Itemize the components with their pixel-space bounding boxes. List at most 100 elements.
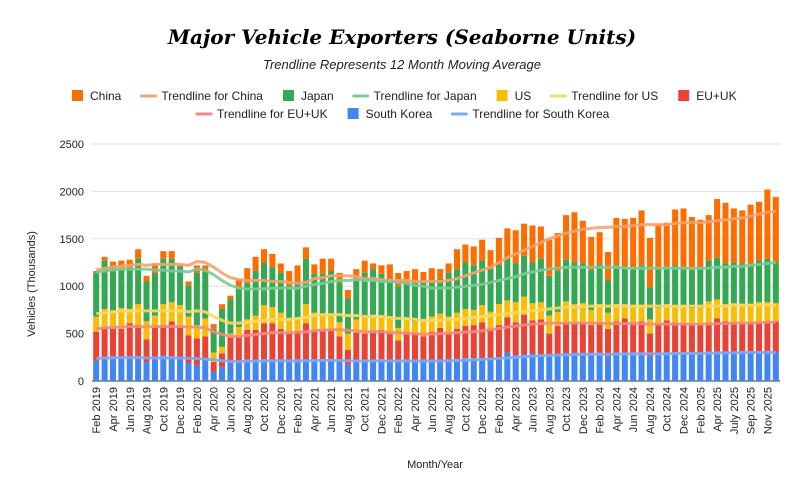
y-tick-label: 2500 (60, 139, 84, 151)
bar-us (563, 301, 570, 323)
bar-south-korea (235, 362, 242, 381)
bar-south-korea (747, 352, 754, 381)
bar-south-korea (160, 355, 167, 381)
bar-china (302, 247, 309, 259)
x-tick-label: Feb 2019 (91, 387, 103, 433)
bar-eu-uk (344, 349, 351, 365)
trendline-for-eu-uk-line (96, 320, 776, 338)
bar-south-korea (470, 358, 477, 381)
bar-japan (571, 262, 578, 305)
bar-china (353, 269, 360, 279)
bar-china (613, 217, 620, 266)
bar-south-korea (495, 359, 502, 381)
bar-eu-uk (252, 329, 259, 361)
bar-eu-uk (747, 322, 754, 353)
bar-south-korea (756, 352, 763, 381)
bar-china (772, 197, 779, 263)
bar-japan (764, 258, 771, 303)
y-tick-label: 1500 (60, 234, 84, 246)
y-axis-ticks: 0 500 1000 1500 2000 2500 (60, 139, 84, 388)
bar-south-korea (739, 352, 746, 381)
bar-south-korea (210, 371, 217, 381)
bar-china (579, 220, 586, 264)
bar-eu-uk (672, 322, 679, 354)
bar-japan (294, 281, 301, 318)
bar-us (269, 307, 276, 324)
y-tick-label: 0 (78, 376, 84, 388)
bar-us (286, 318, 293, 333)
bar-us (319, 314, 326, 329)
bar-eu-uk (277, 328, 284, 361)
bar-eu-uk (428, 331, 435, 361)
bar-us (344, 333, 351, 350)
x-tick-label: Feb 2025 (695, 387, 707, 433)
bar-china (252, 256, 259, 272)
bar-south-korea (202, 359, 209, 381)
legend-swatch-japan (282, 90, 294, 101)
bar-japan (202, 271, 209, 319)
bar-south-korea (386, 360, 393, 381)
bar-us (412, 321, 419, 333)
bar-japan (361, 272, 368, 318)
bar-eu-uk (118, 328, 125, 358)
bar-china (428, 268, 435, 280)
bar-japan (563, 259, 570, 302)
bar-us (177, 305, 184, 327)
bar-china (563, 215, 570, 260)
bar-south-korea (521, 354, 528, 381)
bar-china (160, 251, 167, 259)
x-tick-label: Feb 2023 (494, 387, 506, 433)
bar-eu-uk (311, 329, 318, 361)
x-tick-label: Oct 2021 (360, 387, 372, 432)
bar-china (386, 264, 393, 280)
bar-eu-uk (722, 321, 729, 353)
bar-eu-uk (655, 323, 662, 355)
x-tick-label: Apr 2020 (209, 387, 221, 432)
bar-us (630, 306, 637, 323)
bar-south-korea (328, 359, 335, 381)
bar-japan (756, 260, 763, 303)
bar-south-korea (269, 360, 276, 381)
bar-us (604, 312, 612, 329)
bar-south-korea (185, 362, 192, 381)
bar-china (437, 269, 444, 279)
x-tick-label: Feb 2020 (192, 387, 204, 433)
bar-south-korea (529, 353, 536, 381)
bar-us (730, 303, 737, 323)
bar-south-korea (764, 351, 771, 381)
bar-eu-uk (663, 320, 670, 353)
bar-south-korea (714, 351, 721, 381)
bar-china (705, 215, 712, 261)
bar-china (663, 222, 670, 267)
legend-swatch-us (496, 90, 508, 101)
bar-china (151, 263, 158, 273)
bar-china (722, 202, 729, 264)
bar-south-korea (504, 352, 511, 381)
bar-eu-uk (630, 322, 637, 353)
bar-eu-uk (286, 332, 293, 362)
bar-us (638, 305, 645, 322)
bar-china (135, 249, 142, 259)
bar-china (311, 264, 318, 274)
bar-south-korea (311, 360, 318, 381)
bar-eu-uk (546, 333, 553, 356)
bar-japan (244, 283, 251, 320)
x-tick-label: Aug 2019 (142, 387, 154, 434)
bar-japan (353, 278, 360, 320)
bar-us (328, 314, 335, 329)
legend-label-japan: Japan (301, 89, 334, 103)
bar-us (193, 325, 200, 339)
x-axis-ticks: Feb 2019 Apr 2019 Jun 2019 Aug 2019 Oct 2019… (91, 387, 774, 434)
legend[interactable]: China Trendline for China Japan Trendline f… (72, 89, 737, 121)
bar-south-korea (193, 364, 200, 381)
bar-south-korea (571, 352, 578, 381)
x-tick-label: Dec 2021 (376, 387, 388, 434)
x-tick-label: Dec 2024 (679, 387, 691, 434)
bar-us (361, 317, 368, 334)
bar-eu-uk (756, 321, 763, 353)
bar-japan (646, 287, 653, 320)
legend-label-south-korea: South Korea (366, 107, 433, 121)
bar-china (739, 210, 746, 264)
legend-label-eu-uk: EU+UK (696, 89, 736, 103)
bar-eu-uk (688, 323, 695, 353)
